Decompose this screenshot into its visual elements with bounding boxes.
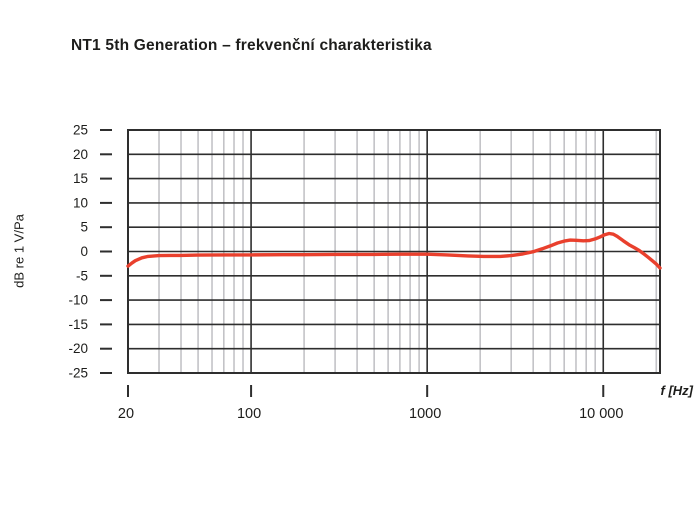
plot-border (127, 129, 661, 374)
x-axis-unit-label: f [Hz] (660, 383, 694, 398)
y-axis-tick-label: -10 (68, 293, 88, 308)
y-axis-tick-label: -25 (68, 366, 88, 381)
y-axis-tick-label: 10 (73, 195, 88, 210)
y-axis-tick-label: 15 (73, 171, 88, 186)
y-axis-tick-label: -15 (68, 317, 88, 332)
x-axis-tick-label: 10 000 (579, 406, 623, 422)
y-axis-tick-label: -5 (76, 268, 88, 283)
y-axis-tick-label: 20 (73, 147, 88, 162)
x-axis-tick-label: 20 (118, 406, 134, 422)
y-axis-tick-label: 25 (73, 123, 88, 138)
x-axis-tick-label: 1000 (409, 406, 441, 422)
chart-title: NT1 5th Generation – frekvenční charakte… (71, 37, 432, 54)
x-axis-tick-label: 100 (237, 406, 261, 422)
y-axis-tick-label: 0 (80, 244, 88, 259)
y-axis-tick-label: -20 (68, 341, 88, 356)
response-curve (126, 231, 662, 270)
y-axis-tick-label: 5 (80, 220, 88, 235)
